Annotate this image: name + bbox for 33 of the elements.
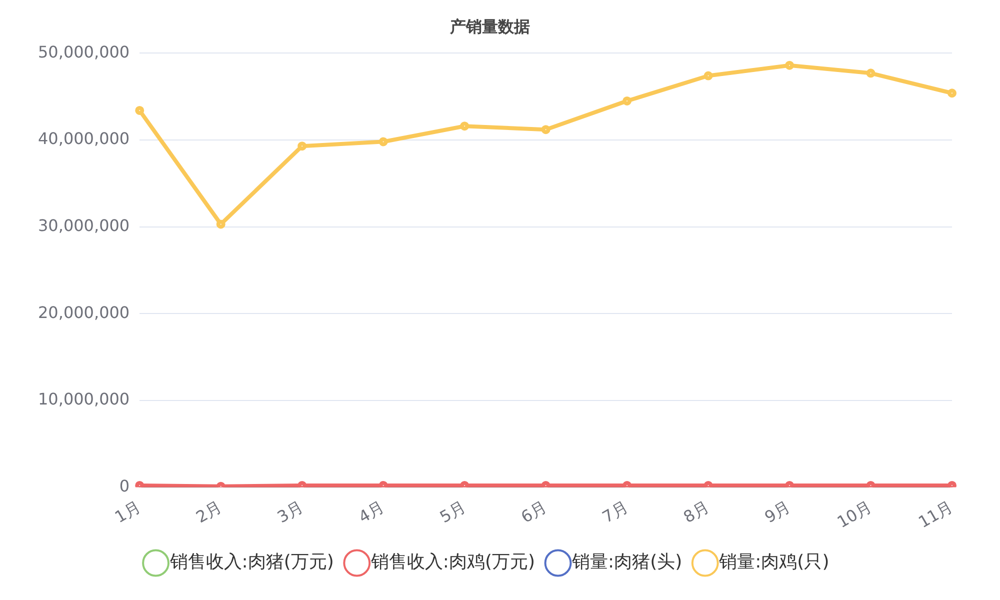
legend-label: 销量:肉猪(头) [571,552,682,573]
y-tick-label: 50,000,000 [38,42,130,62]
legend-label: 销售收入:肉猪(万元) [168,552,334,573]
x-tick-label: 1月 [112,497,144,527]
y-tick-label: 20,000,000 [38,302,130,322]
point [866,68,876,78]
y-tick-label: 10,000,000 [38,390,130,409]
point [298,142,307,151]
point [622,96,632,106]
x-tick-label: 9月 [761,497,794,527]
x-tick-label: 4月 [355,497,388,527]
x-tick-label: 5月 [436,497,469,527]
point [135,106,144,115]
x-tick-label: 7月 [598,497,632,527]
x-tick-label: 3月 [274,497,306,527]
y-tick-label: 40,000,000 [38,129,130,148]
point [378,137,388,146]
point [948,88,956,98]
point [541,125,550,134]
point [704,71,713,80]
legend-label: 销售收入:肉鸡(万元) [370,552,535,573]
x-tick-label: 8月 [680,497,712,527]
x-tick-label: 10月 [834,497,875,532]
x-tick-label: 2月 [192,497,225,527]
chart-title: 产销量数据 [449,16,530,36]
point [216,220,226,229]
point [460,122,470,131]
y-tick-label: 0 [119,476,130,496]
x-tick-label: 11月 [915,497,956,532]
y-tick-label: 30,000,000 [38,216,130,235]
x-tick-label: 6月 [518,497,550,527]
point [785,60,794,70]
legend-label: 销量:肉鸡(只) [718,552,830,573]
